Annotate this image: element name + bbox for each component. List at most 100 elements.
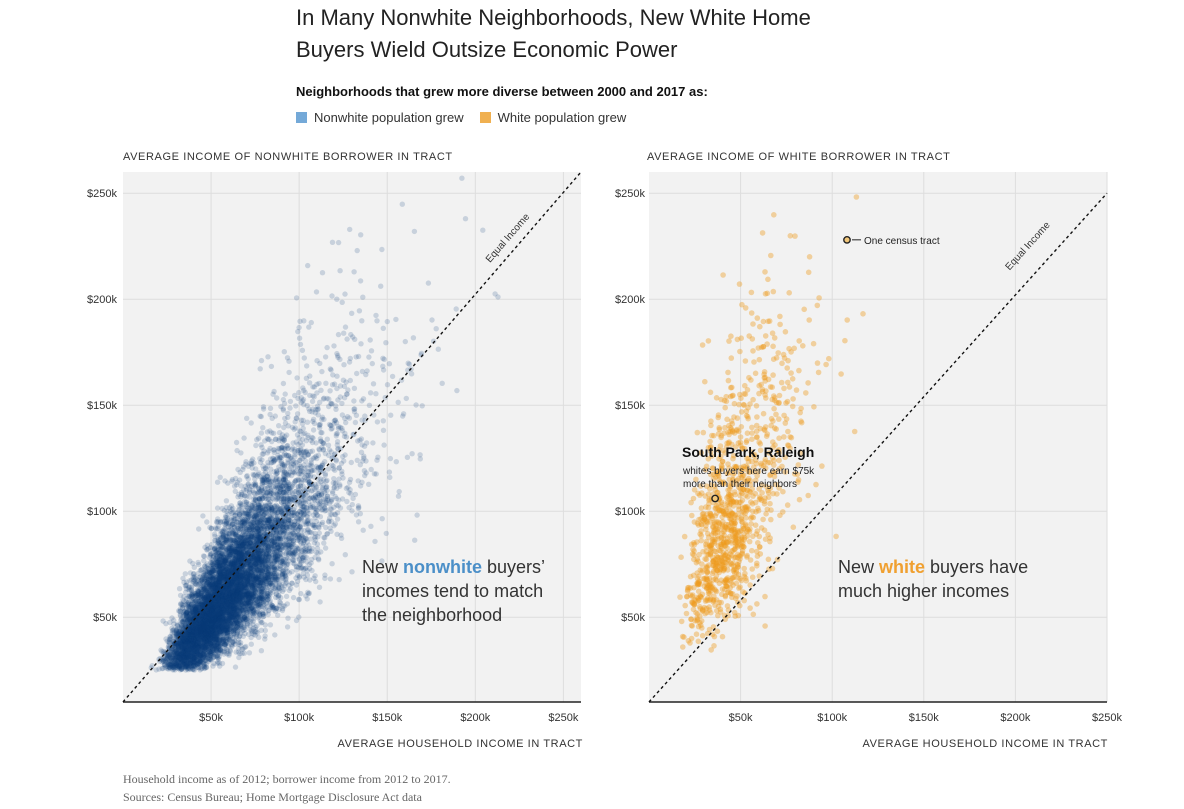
data-point — [264, 591, 271, 597]
data-point — [228, 632, 234, 639]
data-point — [212, 650, 218, 656]
data-point — [232, 587, 238, 593]
data-point — [231, 620, 238, 627]
data-point — [368, 523, 374, 529]
data-point — [183, 645, 190, 651]
data-point — [204, 622, 210, 629]
data-point — [220, 590, 227, 597]
data-point — [227, 576, 233, 582]
data-point — [220, 638, 226, 644]
data-point — [224, 569, 230, 575]
data-point — [252, 495, 258, 501]
data-point — [169, 662, 176, 668]
data-point — [255, 596, 261, 602]
data-point — [232, 606, 238, 612]
data-point — [239, 573, 245, 579]
data-point — [181, 634, 188, 641]
data-point — [193, 642, 200, 648]
data-point — [211, 589, 218, 596]
data-point — [200, 627, 206, 634]
data-point — [206, 611, 212, 617]
data-point — [231, 608, 238, 614]
data-point — [229, 510, 235, 516]
chart-title: In Many Nonwhite Neighborhoods, New Whit… — [296, 5, 811, 62]
data-point — [192, 604, 198, 610]
data-point — [261, 527, 267, 533]
data-point — [188, 624, 194, 630]
data-point — [246, 587, 252, 594]
data-point — [234, 576, 240, 583]
data-point — [299, 442, 306, 448]
data-point — [210, 635, 217, 642]
data-point — [329, 455, 335, 462]
data-point — [203, 572, 209, 579]
data-point — [198, 601, 204, 607]
data-point — [227, 590, 233, 596]
data-point — [306, 479, 313, 485]
data-point — [211, 654, 217, 660]
data-point — [267, 445, 273, 452]
data-point — [211, 630, 217, 636]
data-point — [212, 604, 219, 610]
data-point — [249, 551, 256, 558]
data-point — [265, 551, 271, 558]
data-point — [181, 646, 188, 652]
data-point — [201, 636, 208, 642]
data-point — [210, 619, 217, 625]
data-point — [244, 592, 250, 598]
data-point — [216, 629, 223, 635]
data-point — [186, 640, 193, 646]
data-point — [196, 561, 202, 568]
data-point — [215, 625, 222, 631]
data-point — [227, 584, 233, 590]
data-point — [311, 540, 318, 546]
data-point — [278, 499, 285, 506]
data-point — [218, 571, 224, 577]
data-point — [243, 499, 249, 506]
data-point — [217, 605, 223, 611]
data-point — [198, 613, 204, 620]
data-point — [250, 537, 256, 544]
data-point — [315, 406, 321, 412]
data-point — [220, 533, 226, 539]
data-point — [211, 613, 218, 619]
data-point — [259, 554, 265, 560]
data-point — [202, 574, 208, 581]
data-point — [225, 511, 231, 518]
data-point — [275, 542, 281, 548]
data-point — [199, 574, 205, 581]
data-point — [232, 560, 238, 566]
data-point — [227, 551, 234, 557]
scatter-panel-nonwhite: $50k $100k $150k $200k $250k$50k$100k$150k$2… — [87, 151, 582, 750]
data-point — [393, 459, 399, 465]
data-point — [209, 620, 216, 626]
data-point — [255, 556, 262, 562]
data-point — [238, 586, 244, 592]
data-point — [319, 462, 326, 469]
data-point — [240, 555, 247, 561]
data-point — [245, 518, 251, 524]
data-point — [217, 563, 223, 569]
data-point — [259, 565, 266, 571]
data-point — [230, 628, 237, 634]
data-point — [261, 506, 267, 513]
data-point — [191, 622, 197, 628]
data-point — [286, 544, 292, 550]
data-point — [229, 579, 235, 586]
data-point — [204, 624, 210, 631]
data-point — [233, 572, 239, 579]
data-point — [287, 545, 294, 551]
data-point — [193, 639, 199, 645]
data-point — [267, 405, 274, 411]
data-point — [249, 533, 255, 540]
data-point — [275, 536, 281, 542]
data-point — [255, 557, 262, 564]
data-point — [176, 629, 183, 635]
data-point — [321, 540, 327, 546]
data-point — [191, 646, 198, 652]
data-point — [316, 464, 322, 470]
data-point — [191, 574, 197, 580]
data-point — [356, 308, 363, 314]
data-point — [300, 570, 306, 577]
data-point — [225, 612, 231, 619]
